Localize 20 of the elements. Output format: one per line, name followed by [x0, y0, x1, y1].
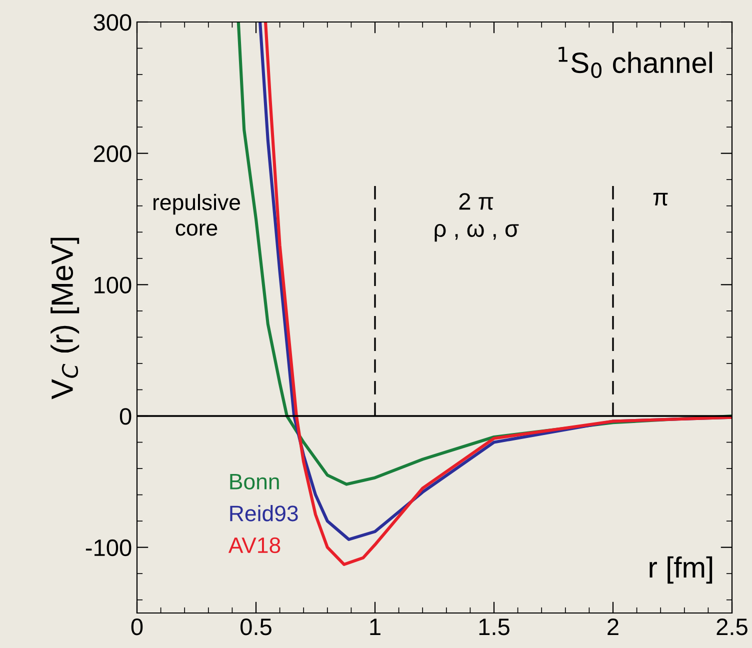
annotation: repulsive core [154, 194, 240, 236]
y-tick-label: -100 [86, 539, 132, 556]
x-tick-label: 0.5 [240, 618, 272, 636]
y-tick-label: 0 [120, 408, 132, 425]
series-label: AV18 [228, 537, 280, 554]
x-tick-label: 2.5 [716, 618, 748, 636]
y-tick-label: 300 [94, 14, 132, 31]
x-tick-label: 0 [131, 618, 143, 636]
x-tick-label: 1.5 [479, 618, 510, 636]
annotation: π [653, 192, 668, 206]
y-axis-title: V$_{C}$ (r) [MeV] [50, 238, 80, 400]
y-tick-label: 200 [94, 145, 132, 162]
series-label: Reid93 [230, 505, 298, 522]
annotation: 2 π ρ , ω , σ [434, 193, 519, 242]
annotation: $^{1}$S$_{0}$ channel [558, 46, 712, 78]
x-tick-label: 2 [608, 618, 618, 635]
x-tick-label: 1 [370, 618, 380, 635]
x-axis-title: r [fm] [650, 556, 712, 584]
series-label: Bonn [230, 474, 279, 490]
y-tick-label: 100 [94, 276, 132, 294]
